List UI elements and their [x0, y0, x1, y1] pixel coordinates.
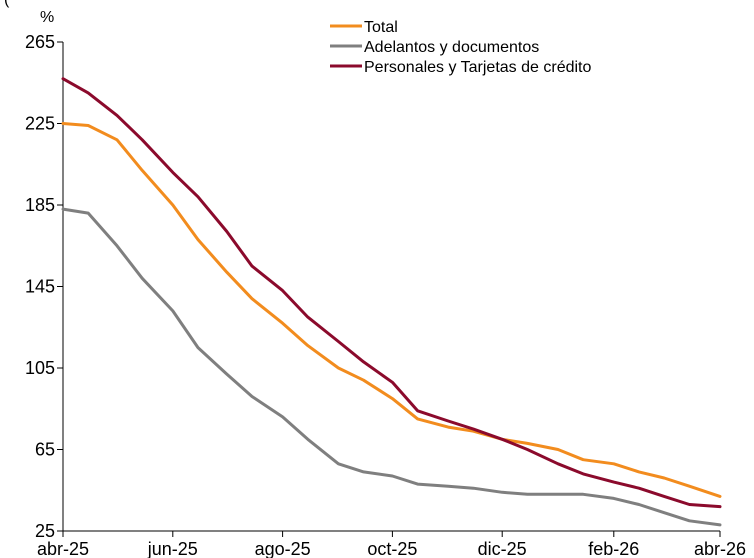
x-tick-label: abr-25 [37, 539, 89, 558]
y-tick-label: 225 [25, 114, 55, 134]
series-line-1 [61, 122, 722, 498]
x-tick-label: feb-26 [588, 539, 639, 558]
x-tick-label: jun-25 [147, 539, 198, 558]
series-layer [61, 77, 722, 527]
y-axis-unit-label: % [40, 9, 54, 26]
y-axis-ticks: 25 65 105 145 185 225 265 [25, 32, 63, 541]
legend: Total Adelantos y documentos Personales y … [330, 19, 591, 76]
series-line-3 [61, 77, 722, 509]
series-line-2 [61, 207, 722, 527]
x-tick-label: abr-26 [694, 539, 746, 558]
y-tick-label: 105 [25, 358, 55, 378]
x-tick-label: oct-25 [367, 539, 417, 558]
y-tick-label: 145 [25, 277, 55, 297]
x-tick-label: ago-25 [255, 539, 311, 558]
y-tick-label: 65 [35, 440, 55, 460]
x-tick-label: dic-25 [478, 539, 527, 558]
legend-label: Personales y Tarjetas de crédito [364, 59, 591, 76]
axes [62, 42, 720, 532]
y-tick-label: 25 [35, 521, 55, 541]
cropped-top-text: ( [4, 0, 10, 8]
legend-label: Total [364, 19, 398, 36]
legend-label: Adelantos y documentos [364, 39, 539, 56]
y-tick-label: 265 [25, 32, 55, 52]
x-axis-ticks: abr-25 jun-25 ago-25 oct-25 dic-25 feb-26 abr-… [37, 531, 746, 558]
y-tick-label: 185 [25, 195, 55, 215]
